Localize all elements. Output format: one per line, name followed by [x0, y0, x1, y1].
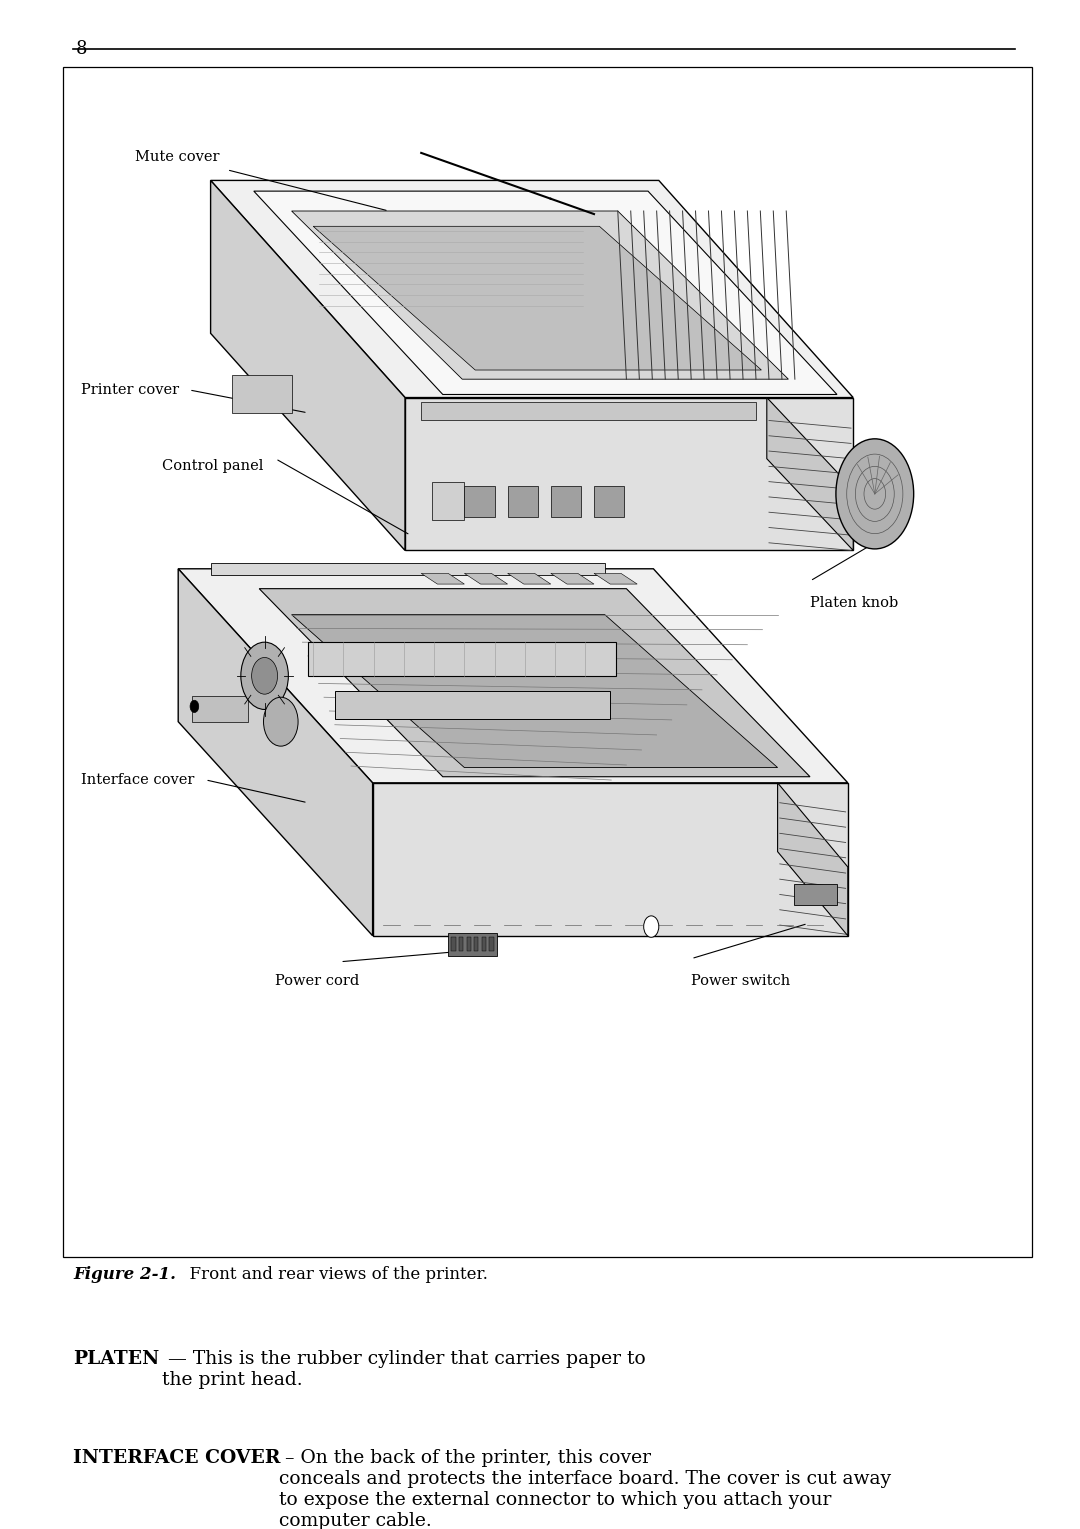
Polygon shape — [292, 615, 778, 768]
Polygon shape — [448, 933, 497, 956]
Text: Figure 2-1.: Figure 2-1. — [73, 1266, 176, 1283]
Polygon shape — [405, 398, 853, 550]
Polygon shape — [594, 486, 624, 517]
Polygon shape — [508, 573, 551, 584]
Text: INTERFACE COVER: INTERFACE COVER — [73, 1449, 281, 1468]
Circle shape — [264, 697, 298, 746]
Circle shape — [836, 439, 914, 549]
Text: Mute cover: Mute cover — [135, 150, 219, 165]
Text: – On the back of the printer, this cover
conceals and protects the interface boa: – On the back of the printer, this cover… — [279, 1449, 891, 1529]
Polygon shape — [464, 486, 495, 517]
Polygon shape — [551, 486, 581, 517]
Text: PLATEN: PLATEN — [73, 1350, 160, 1368]
Polygon shape — [421, 573, 464, 584]
Text: Control panel: Control panel — [162, 459, 264, 474]
Polygon shape — [335, 691, 610, 719]
Polygon shape — [508, 486, 538, 517]
Polygon shape — [459, 937, 463, 951]
Polygon shape — [794, 884, 837, 905]
Bar — [63, 67, 1032, 1257]
Polygon shape — [211, 180, 853, 398]
Polygon shape — [373, 783, 848, 936]
Polygon shape — [421, 402, 756, 420]
Polygon shape — [451, 937, 456, 951]
Circle shape — [644, 916, 659, 937]
Text: Interface cover: Interface cover — [81, 772, 194, 787]
Polygon shape — [551, 573, 594, 584]
Polygon shape — [432, 482, 464, 520]
Polygon shape — [482, 937, 486, 951]
Text: — This is the rubber cylinder that carries paper to
the print head.: — This is the rubber cylinder that carri… — [162, 1350, 646, 1388]
Polygon shape — [211, 563, 605, 575]
Polygon shape — [292, 211, 788, 379]
Text: 8: 8 — [76, 40, 87, 58]
Polygon shape — [254, 191, 837, 394]
Circle shape — [190, 700, 199, 713]
Polygon shape — [211, 180, 405, 550]
Polygon shape — [313, 226, 761, 370]
Polygon shape — [778, 783, 848, 936]
Text: Power switch: Power switch — [691, 974, 791, 988]
Polygon shape — [232, 375, 292, 413]
Text: Platen knob: Platen knob — [810, 596, 899, 610]
Polygon shape — [308, 642, 616, 676]
Polygon shape — [467, 937, 471, 951]
Text: Printer cover: Printer cover — [81, 382, 179, 398]
Polygon shape — [474, 937, 478, 951]
Polygon shape — [594, 573, 637, 584]
Polygon shape — [259, 589, 810, 777]
Polygon shape — [178, 569, 848, 783]
Circle shape — [241, 642, 288, 709]
Polygon shape — [178, 569, 373, 936]
Polygon shape — [192, 696, 248, 722]
Circle shape — [252, 657, 278, 694]
Polygon shape — [489, 937, 494, 951]
Polygon shape — [464, 573, 508, 584]
Polygon shape — [767, 398, 853, 550]
Text: Power cord: Power cord — [275, 974, 360, 988]
Text: Front and rear views of the printer.: Front and rear views of the printer. — [179, 1266, 488, 1283]
